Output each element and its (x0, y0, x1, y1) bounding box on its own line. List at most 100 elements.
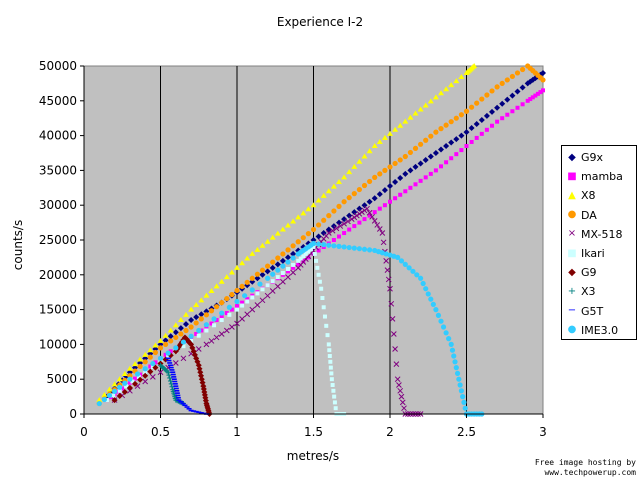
data-point (101, 396, 107, 403)
data-point (412, 163, 419, 170)
data-point (249, 287, 255, 293)
data-point (398, 192, 403, 197)
data-point (520, 66, 526, 73)
data-point (150, 365, 155, 370)
data-point (509, 73, 515, 80)
data-point (213, 283, 220, 289)
data-point (152, 342, 159, 348)
data-point (196, 411, 202, 414)
data-point (300, 235, 306, 241)
data-point (310, 226, 317, 233)
data-point (484, 127, 489, 132)
data-point (255, 291, 260, 296)
data-point (325, 230, 332, 236)
data-point (453, 365, 459, 371)
data-point (418, 275, 424, 281)
data-point (170, 371, 176, 374)
watermark-line2: www.techpowerup.com (544, 468, 636, 477)
data-point (474, 135, 479, 140)
data-point (117, 388, 122, 393)
data-point (316, 241, 322, 247)
data-point (428, 133, 434, 139)
data-point (402, 170, 409, 177)
data-point (137, 363, 143, 370)
data-point (407, 114, 414, 120)
data-point (149, 374, 156, 380)
data-point (402, 261, 408, 267)
data-point (300, 210, 307, 216)
data-point (364, 205, 370, 212)
data-point (448, 139, 455, 146)
data-point (157, 355, 164, 361)
data-point (214, 318, 219, 323)
data-point (357, 220, 362, 225)
data-point (407, 149, 413, 156)
data-point (379, 230, 386, 236)
data-point (203, 292, 210, 298)
data-point (184, 406, 190, 408)
data-point (452, 359, 458, 365)
data-point (142, 366, 148, 372)
data-point (127, 380, 132, 385)
data-point (173, 345, 179, 351)
data-point (423, 175, 428, 180)
data-point (366, 209, 373, 216)
data-point (371, 218, 378, 224)
data-point (295, 214, 302, 220)
data-point (269, 288, 276, 294)
legend-marker: ◆ (568, 151, 576, 163)
data-point (101, 391, 108, 397)
data-point (167, 362, 173, 364)
data-point (356, 186, 362, 193)
data-point (438, 126, 444, 132)
data-point (306, 249, 311, 254)
data-point (172, 322, 179, 328)
data-point (347, 227, 352, 232)
data-point (275, 255, 281, 261)
data-point (213, 334, 220, 341)
data-point (345, 218, 351, 225)
data-point (538, 90, 543, 95)
data-point (367, 247, 373, 253)
data-point (180, 402, 186, 405)
data-point (167, 375, 173, 381)
data-point (457, 382, 463, 388)
data-point (397, 157, 403, 163)
legend-item: ● DA (566, 206, 636, 225)
data-point (174, 390, 180, 392)
data-point (188, 409, 194, 412)
data-point (321, 242, 327, 248)
data-point (168, 338, 174, 344)
data-point (392, 126, 399, 132)
data-point (525, 98, 530, 103)
data-point (285, 222, 291, 228)
data-point (341, 220, 347, 227)
data-point (494, 104, 501, 111)
data-point (392, 160, 398, 167)
data-point (138, 372, 143, 377)
data-point (152, 349, 158, 356)
data-point (489, 108, 495, 115)
data-point (310, 202, 317, 208)
data-point (418, 178, 423, 183)
data-point (176, 399, 182, 401)
data-point (203, 341, 210, 348)
data-point (362, 217, 367, 222)
data-point (372, 174, 378, 180)
legend-marker: ● (567, 324, 577, 336)
data-point (166, 359, 172, 362)
data-point (372, 210, 377, 215)
data-point (328, 365, 333, 370)
data-point (254, 246, 261, 252)
data-point (499, 100, 506, 107)
data-point (265, 283, 270, 288)
data-point (326, 242, 332, 248)
data-point (320, 296, 325, 300)
data-point (264, 268, 271, 275)
data-point (239, 283, 245, 289)
data-point (106, 392, 113, 399)
data-point (193, 320, 199, 326)
data-point (459, 148, 464, 153)
chart-title: Experience I-2 (276, 15, 364, 29)
